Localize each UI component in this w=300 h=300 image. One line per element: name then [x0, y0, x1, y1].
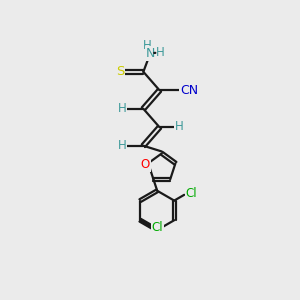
Text: S: S [116, 65, 124, 78]
Text: H: H [118, 102, 127, 115]
Text: CN: CN [180, 84, 198, 97]
Text: H: H [156, 46, 164, 59]
Text: H: H [175, 120, 184, 133]
Text: O: O [141, 158, 150, 171]
Text: Cl: Cl [185, 187, 197, 200]
Text: H: H [143, 39, 152, 52]
Text: N: N [146, 47, 155, 60]
Text: H: H [118, 139, 127, 152]
Text: Cl: Cl [151, 221, 163, 234]
